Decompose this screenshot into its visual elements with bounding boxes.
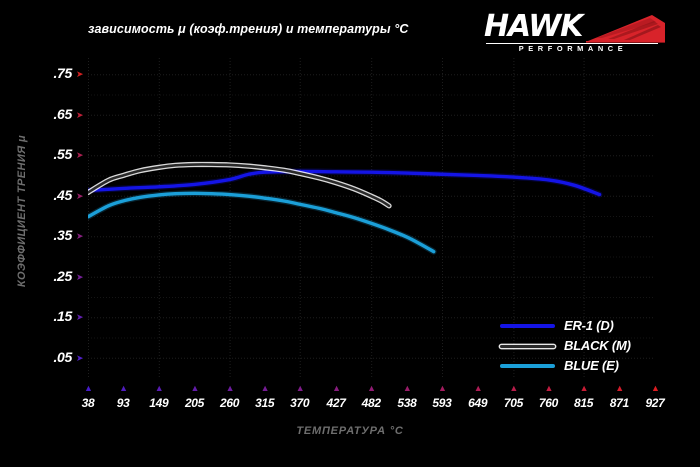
y-tick-marker-icon: ➤	[76, 231, 84, 242]
legend-swatch	[500, 324, 555, 328]
x-tick-label: 760	[538, 396, 559, 410]
x-tick-label: 482	[361, 396, 381, 410]
y-tick-marker-icon: ➤	[76, 190, 84, 201]
x-tick-label: 927	[645, 396, 665, 410]
y-axis-title: КОЭФФИЦИЕНТ ТРЕНИЯ μ	[16, 134, 28, 288]
legend-swatch	[500, 364, 555, 368]
x-tick-label: 705	[503, 396, 523, 410]
x-tick-label: 260	[220, 396, 240, 410]
chart-svg	[88, 58, 655, 378]
x-tick-marker-icon: ▲	[190, 383, 200, 393]
x-tick-label: 370	[290, 396, 310, 410]
x-tick-marker-icon: ▲	[437, 383, 447, 393]
x-tick-marker-icon: ▲	[119, 383, 128, 393]
x-tick-marker-icon: ▲	[295, 383, 305, 393]
plot-area	[88, 58, 655, 378]
y-tick-label: .65	[53, 105, 72, 122]
x-axis-title: ТЕМПЕРАТУРА °C	[296, 425, 404, 437]
x-tick-label: 315	[255, 396, 275, 410]
x-tick-label: 871	[609, 396, 629, 410]
y-tick-label: .55	[53, 146, 72, 163]
y-tick-marker-icon: ➤	[76, 271, 84, 282]
x-tick-marker-icon: ▲	[544, 383, 554, 393]
x-tick-marker-icon: ▲	[579, 383, 589, 393]
y-tick-marker-icon: ➤	[76, 109, 84, 120]
x-tick-marker-icon: ▲	[651, 383, 660, 393]
series-black-m	[88, 161, 392, 209]
legend-label: ER-1 (D)	[564, 318, 614, 333]
x-tick-label: 38	[81, 396, 95, 410]
x-tick-marker-icon: ▲	[154, 383, 164, 393]
legend-swatch	[500, 345, 555, 348]
y-tick-label: .25	[53, 267, 72, 284]
x-tick-label: 427	[326, 396, 346, 410]
logo-brand-text: HAWK	[484, 9, 583, 44]
chart-legend: ER-1 (D) BLACK (M) BLUE (E)	[500, 316, 660, 376]
legend-item: ER-1 (D)	[500, 316, 660, 336]
chart-title: зависимость μ (коэф.трения) и температур…	[88, 22, 409, 36]
y-tick-label: .35	[53, 227, 72, 244]
x-tick-label: 649	[468, 396, 488, 410]
x-tick-marker-icon: ▲	[509, 383, 519, 393]
legend-item: BLACK (M)	[500, 336, 660, 356]
x-tick-label: 538	[397, 396, 417, 410]
series-er-1-d	[88, 168, 603, 198]
x-tick-label: 815	[574, 396, 594, 410]
series-blue-e	[88, 190, 437, 255]
y-tick-label: .75	[53, 65, 72, 82]
logo-tagline-text: PERFORMANCE	[518, 44, 628, 53]
x-tick-marker-icon: ▲	[367, 383, 377, 393]
x-tick-marker-icon: ▲	[615, 383, 625, 393]
x-tick-label: 205	[184, 396, 205, 410]
legend-label: BLUE (E)	[564, 358, 619, 373]
y-tick-label: .15	[53, 308, 72, 325]
x-tick-label: 93	[116, 396, 130, 410]
hawk-swoosh-icon	[586, 14, 666, 44]
x-tick-marker-icon: ▲	[225, 383, 235, 393]
x-tick-label: 593	[432, 396, 452, 410]
y-tick-label: .05	[53, 348, 72, 365]
legend-label: BLACK (M)	[564, 338, 631, 353]
y-tick-marker-icon: ➤	[76, 312, 84, 323]
y-tick-marker-icon: ➤	[76, 150, 84, 161]
logo-divider	[486, 43, 658, 44]
hawk-performance-logo: HAWK PERFORMANCE	[478, 12, 666, 58]
x-tick-marker-icon: ▲	[260, 383, 270, 393]
series-lines	[88, 161, 603, 255]
y-tick-marker-icon: ➤	[76, 69, 84, 80]
legend-item: BLUE (E)	[500, 356, 660, 376]
y-tick-marker-icon: ➤	[76, 352, 84, 363]
x-tick-label: 149	[149, 396, 169, 410]
x-tick-marker-icon: ▲	[332, 383, 342, 393]
x-tick-marker-icon: ▲	[84, 383, 93, 393]
x-tick-marker-icon: ▲	[402, 383, 412, 393]
y-tick-label: .45	[53, 186, 72, 203]
x-tick-marker-icon: ▲	[473, 383, 483, 393]
